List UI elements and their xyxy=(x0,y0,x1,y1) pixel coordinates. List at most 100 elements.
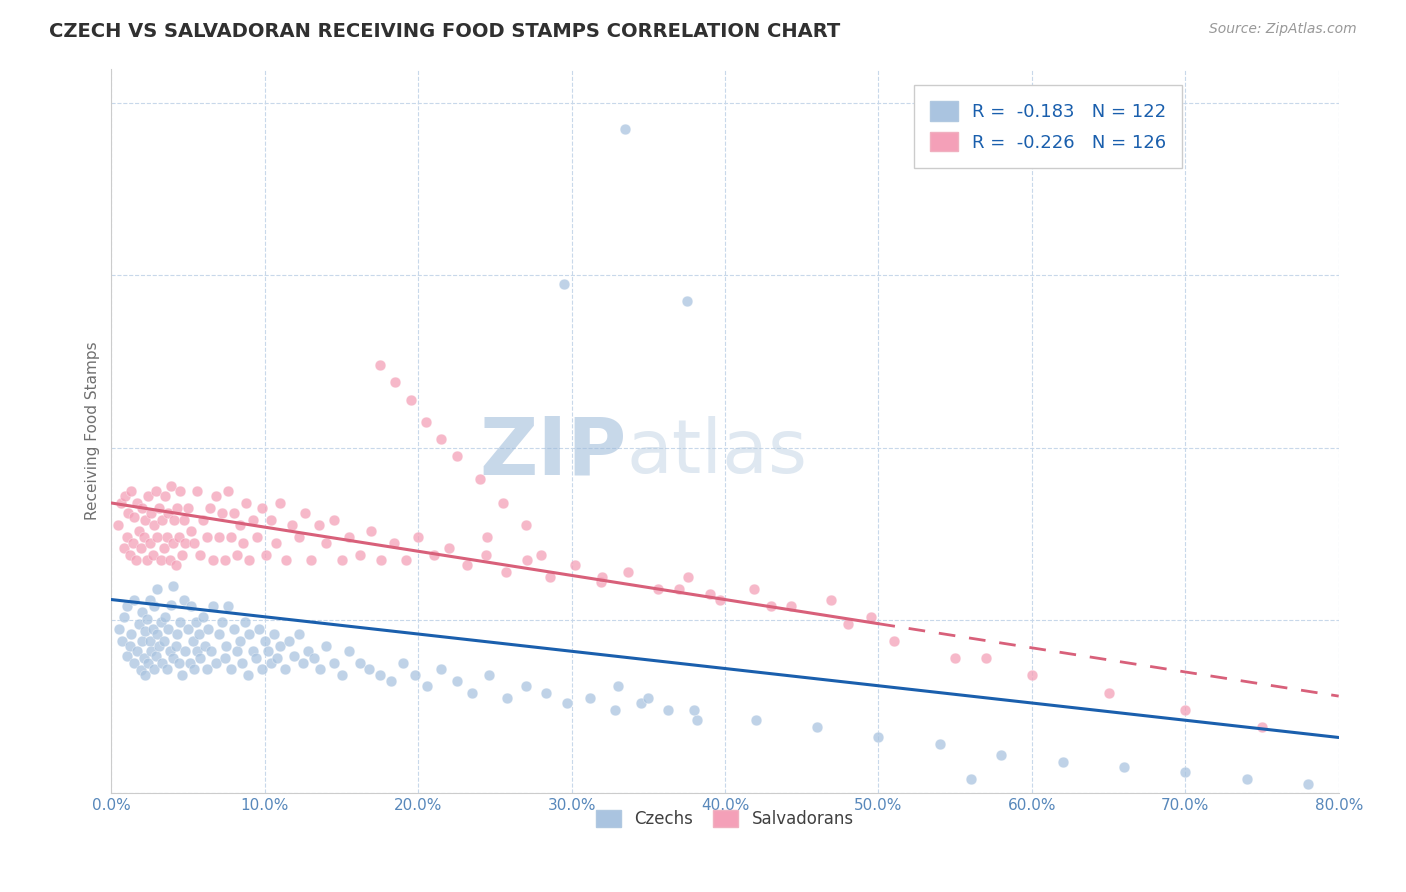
Point xyxy=(146,531,169,545)
Point xyxy=(1296,777,1319,791)
Point xyxy=(675,294,697,309)
Point xyxy=(990,747,1012,762)
Point xyxy=(173,592,195,607)
Point xyxy=(630,696,652,710)
Point xyxy=(162,535,184,549)
Point xyxy=(260,657,283,671)
Text: ZIP: ZIP xyxy=(479,413,627,491)
Point xyxy=(159,644,181,658)
Point xyxy=(114,489,136,503)
Point xyxy=(759,599,782,614)
Point xyxy=(215,639,238,653)
Point xyxy=(174,535,197,549)
Point xyxy=(166,627,188,641)
Point xyxy=(167,657,190,671)
Point xyxy=(217,483,239,498)
Point xyxy=(179,657,201,671)
Point xyxy=(242,644,264,658)
Point xyxy=(516,553,538,567)
Point xyxy=(315,639,337,653)
Point xyxy=(699,587,721,601)
Point xyxy=(281,518,304,533)
Point xyxy=(139,634,162,648)
Point xyxy=(163,513,186,527)
Text: CZECH VS SALVADORAN RECEIVING FOOD STAMPS CORRELATION CHART: CZECH VS SALVADORAN RECEIVING FOOD STAMP… xyxy=(49,22,841,41)
Point xyxy=(226,644,249,658)
Point xyxy=(143,599,166,614)
Point xyxy=(110,496,132,510)
Point xyxy=(422,548,444,562)
Point xyxy=(1097,686,1119,700)
Point xyxy=(297,644,319,658)
Point xyxy=(194,639,217,653)
Point xyxy=(238,553,260,567)
Point xyxy=(177,622,200,636)
Point xyxy=(478,668,501,682)
Point xyxy=(530,548,553,562)
Point xyxy=(1052,755,1074,769)
Point xyxy=(214,553,236,567)
Point xyxy=(115,599,138,614)
Point xyxy=(159,553,181,567)
Point xyxy=(120,627,142,641)
Point xyxy=(136,657,159,671)
Point xyxy=(415,415,437,429)
Point xyxy=(322,657,344,671)
Point xyxy=(134,668,156,682)
Point xyxy=(263,627,285,641)
Point xyxy=(606,679,628,693)
Point xyxy=(245,651,267,665)
Point xyxy=(195,531,218,545)
Point xyxy=(337,531,360,545)
Point xyxy=(283,649,305,664)
Point xyxy=(107,518,129,533)
Point xyxy=(745,713,768,727)
Point xyxy=(153,489,176,503)
Point xyxy=(148,639,170,653)
Point xyxy=(132,651,155,665)
Point xyxy=(149,615,172,629)
Point xyxy=(247,622,270,636)
Point xyxy=(384,376,406,390)
Point xyxy=(146,582,169,597)
Point xyxy=(128,616,150,631)
Point xyxy=(617,565,640,579)
Point xyxy=(260,513,283,527)
Point xyxy=(474,548,496,562)
Point xyxy=(943,651,966,665)
Point xyxy=(166,501,188,516)
Point xyxy=(111,634,134,648)
Point xyxy=(204,489,226,503)
Point xyxy=(406,531,429,545)
Point xyxy=(302,651,325,665)
Point xyxy=(235,496,257,510)
Point xyxy=(668,582,690,597)
Point xyxy=(190,548,212,562)
Point xyxy=(180,524,202,538)
Point xyxy=(657,703,679,717)
Point xyxy=(974,651,997,665)
Point xyxy=(330,553,353,567)
Point xyxy=(538,570,561,584)
Point xyxy=(152,541,174,555)
Point xyxy=(142,548,165,562)
Point xyxy=(430,432,453,446)
Point xyxy=(160,598,183,612)
Point xyxy=(129,541,152,555)
Point xyxy=(257,644,280,658)
Point xyxy=(169,615,191,629)
Point xyxy=(211,615,233,629)
Point xyxy=(160,479,183,493)
Point xyxy=(515,518,537,533)
Point xyxy=(135,553,157,567)
Point xyxy=(186,483,208,498)
Point xyxy=(139,592,162,607)
Point xyxy=(404,668,426,682)
Point xyxy=(143,661,166,675)
Point xyxy=(229,518,252,533)
Point xyxy=(139,535,162,549)
Point xyxy=(820,592,842,607)
Point xyxy=(553,277,575,291)
Point xyxy=(579,690,602,705)
Point xyxy=(392,657,415,671)
